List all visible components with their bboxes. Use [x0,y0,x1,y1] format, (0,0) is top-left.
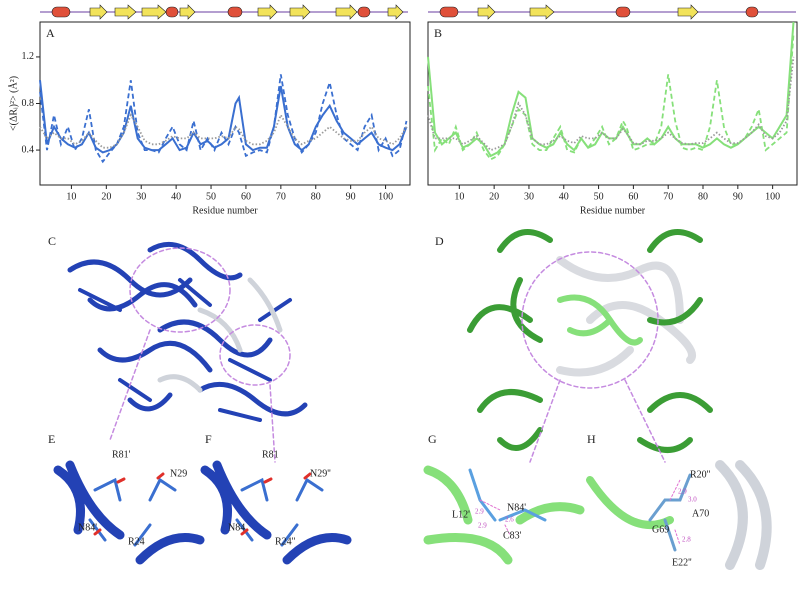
residue-label: E22'' [672,557,692,568]
distance-label: 3.0 [688,496,697,504]
residue-label: R20'' [690,469,710,480]
series-line [427,56,795,152]
y-tick-label: 1.2 [22,51,35,62]
residue-label: N84' [78,522,97,533]
x-tick-label: 50 [594,191,604,202]
residue-label: R81 [262,449,279,460]
x-axis-label: Residue number [580,205,646,216]
distance-label: 2.9 [678,488,687,496]
x-tick-label: 90 [346,191,356,202]
residue-label: R24'' [275,536,295,547]
distance-label: 2.8 [682,536,691,544]
x-tick-label: 100 [378,191,393,202]
x-tick-label: 70 [663,191,673,202]
x-tick-label: 20 [101,191,111,202]
x-tick-label: 70 [276,191,286,202]
contact-h [586,460,772,570]
x-tick-label: 40 [171,191,181,202]
y-axis-label: <(ΔRᵢ)²> (Å²) [7,76,19,131]
secondary-structure-a [40,4,408,20]
x-tick-label: 80 [311,191,321,202]
x-tick-label: 60 [241,191,251,202]
panel-label: D [435,234,444,248]
crystal-packing-c [67,241,308,463]
residue-label: R81' [112,449,131,460]
series-line [39,80,408,154]
x-tick-label: 40 [559,191,569,202]
panel-label: H [587,432,596,446]
residue-label: L12' [452,509,470,520]
distance-label: 2.9 [478,522,487,530]
contact-f [200,460,352,565]
structure-images [40,4,772,570]
plot-frame [427,21,798,186]
panel-label: A [46,26,55,40]
residue-label: N84' [507,502,526,513]
residue-label: A70 [692,508,709,519]
contact-g [423,465,585,565]
crystal-packing-d [467,229,713,463]
panel-label: C [48,234,56,248]
series-line [39,113,408,149]
y-tick-label: 0.4 [22,144,35,155]
x-tick-label: 50 [206,191,216,202]
residue-label: R24 [128,536,145,547]
residue-label: C83' [503,530,522,541]
x-tick-label: 60 [628,191,638,202]
panel-label: B [434,26,442,40]
x-tick-label: 30 [524,191,534,202]
residue-label: N84 [228,522,245,533]
series-line [427,33,795,161]
y-tick-label: 0.8 [22,98,35,109]
panel-label: E [48,432,55,446]
residue-label: N29 [170,468,187,479]
contact-e [53,460,205,567]
x-tick-label: 30 [136,191,146,202]
panel-label: F [205,432,212,446]
distance-label: 2.6 [505,516,514,524]
series-line [39,74,408,164]
distance-label: 2.9 [475,508,484,516]
series-line [427,21,795,158]
residue-label: N29'' [310,468,331,479]
residue-label: G69 [652,524,669,535]
x-tick-label: 10 [66,191,76,202]
secondary-structure-b [428,4,796,20]
x-tick-label: 80 [698,191,708,202]
x-tick-label: 100 [765,191,780,202]
x-tick-label: 10 [454,191,464,202]
panel-label: G [428,432,437,446]
x-axis-label: Residue number [192,205,258,216]
x-tick-label: 20 [489,191,499,202]
x-tick-label: 90 [733,191,743,202]
plot-frame [39,21,411,186]
